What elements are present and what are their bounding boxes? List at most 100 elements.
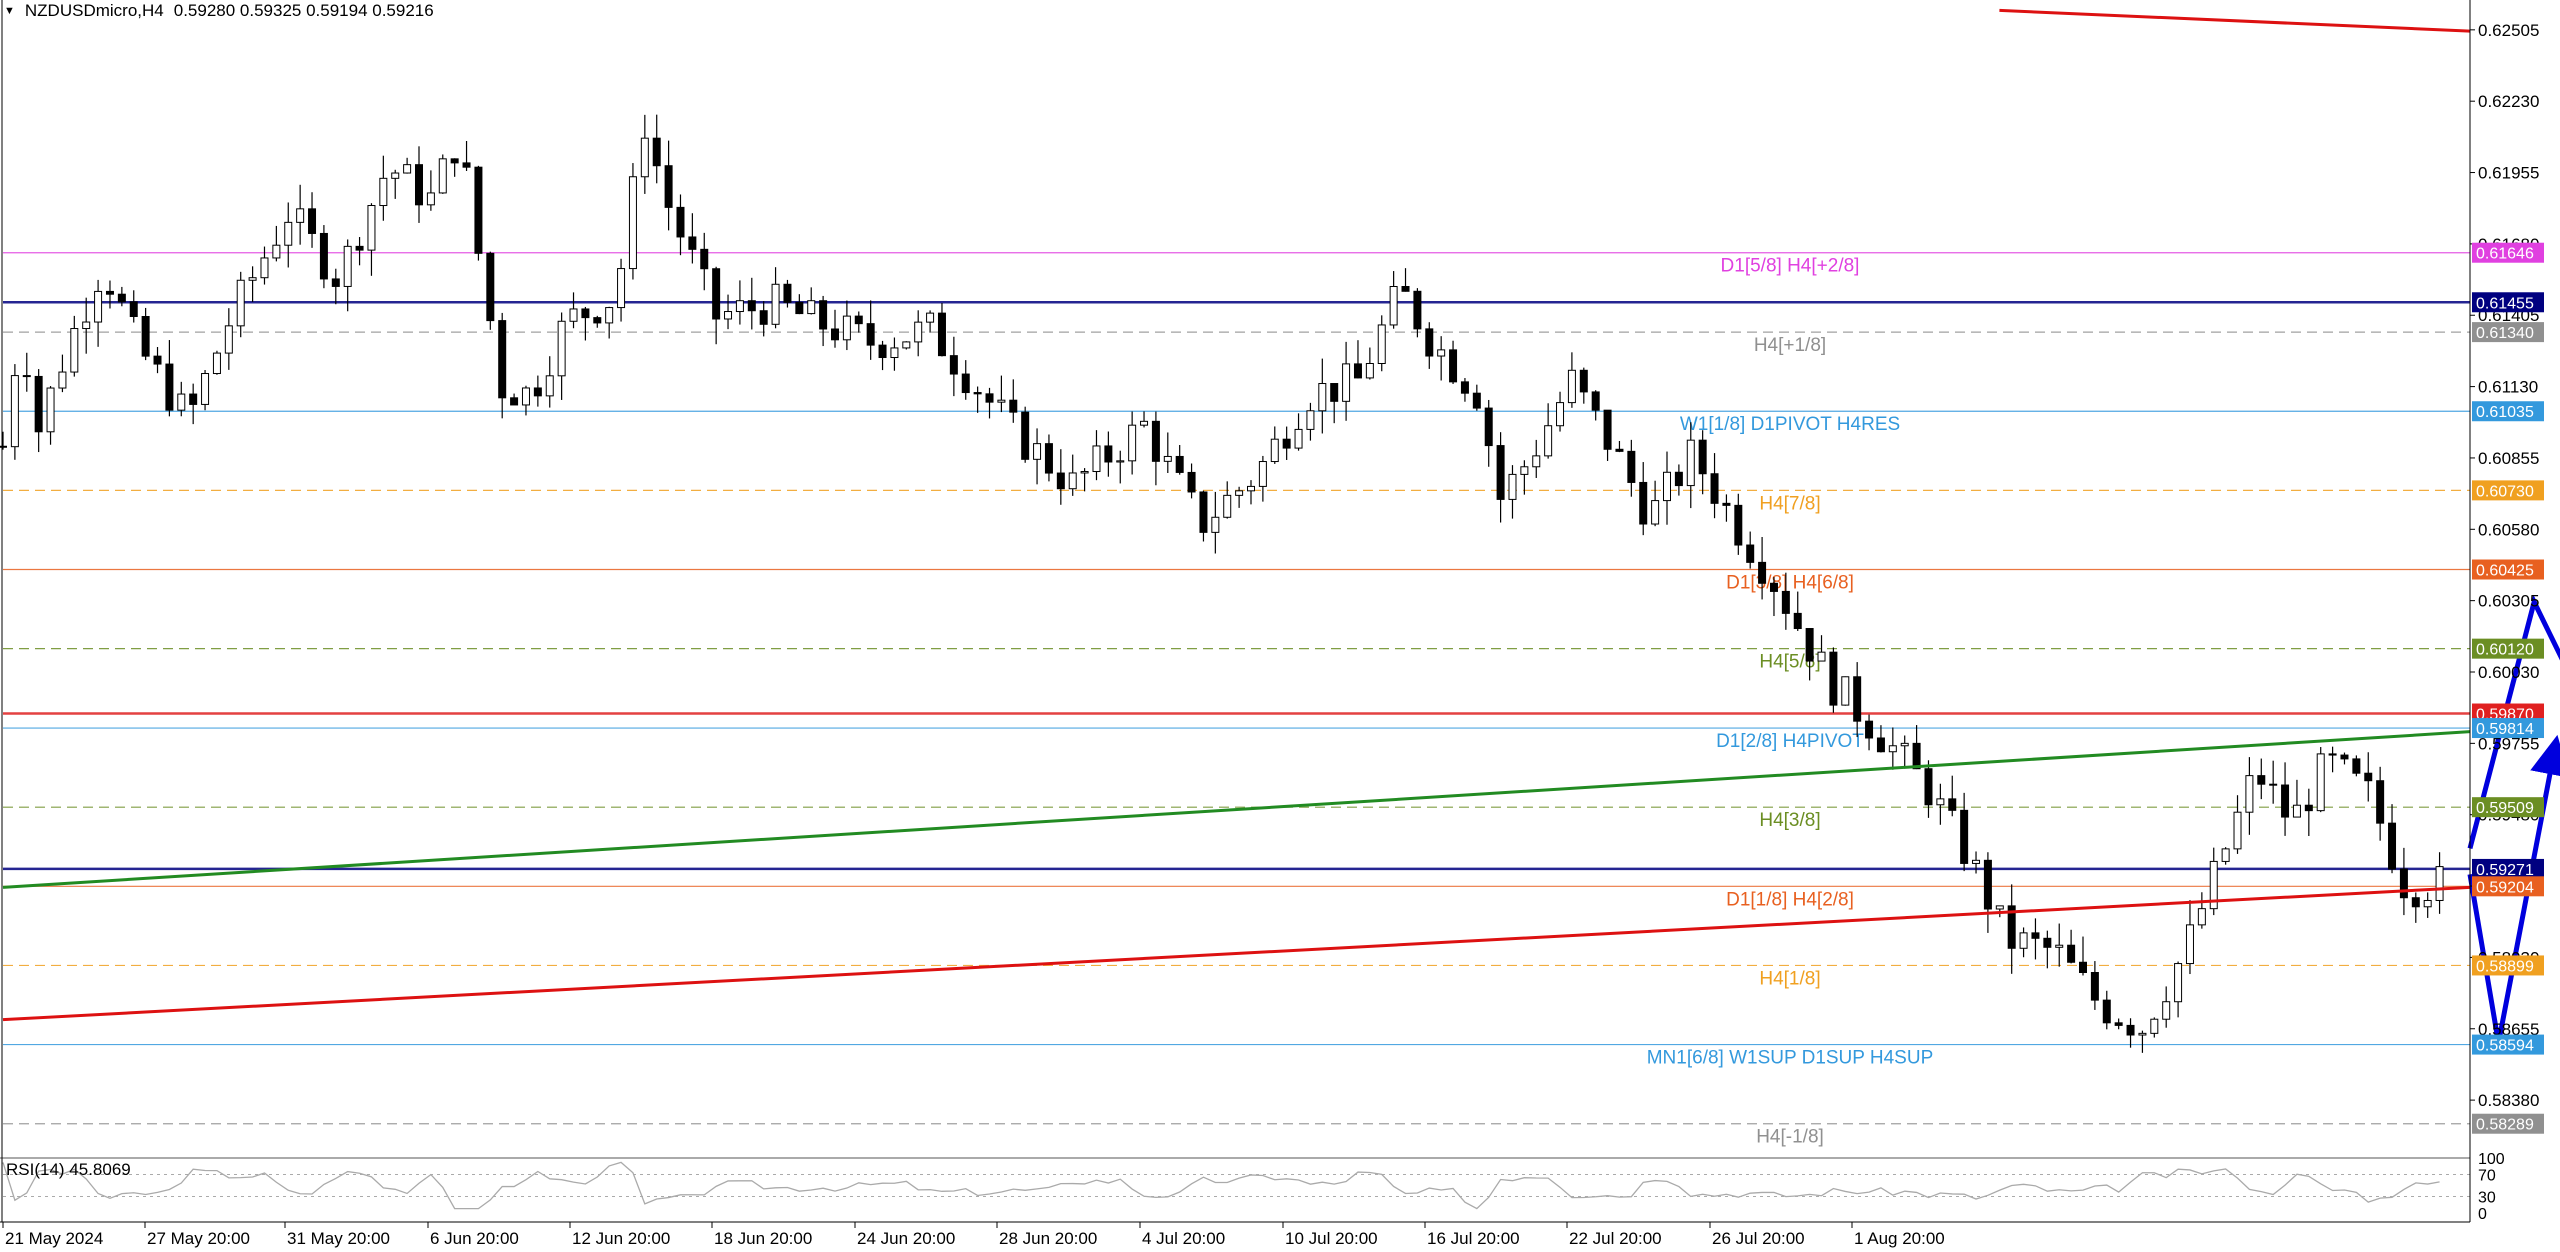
candle-bull [212, 352, 221, 375]
level-label: H4[+1/8] [1754, 335, 1826, 356]
candle-bear [486, 252, 495, 322]
candle-bull [1662, 471, 1671, 502]
candle-bear [2007, 905, 2016, 949]
level-label: H4[1/8] [1759, 968, 1820, 989]
candle-bear [2078, 961, 2087, 974]
time-tick-label: 4 Jul 20:00 [1142, 1229, 1225, 1248]
candle-bull [1377, 324, 1386, 364]
rsi-scale-label: 0 [2478, 1206, 2487, 1223]
candle-bull [2423, 899, 2432, 908]
candle-bull [1567, 369, 1576, 404]
candle-bear [1425, 328, 1434, 357]
price-tag-box [2472, 401, 2544, 422]
candle-bull [58, 371, 67, 389]
candle-bull [248, 277, 257, 281]
candle-bull [1223, 494, 1232, 518]
price-tick-label: 0.58655 [2478, 1020, 2539, 1039]
candle-bull [2435, 866, 2444, 901]
price-tick-label: 0.60305 [2478, 592, 2539, 611]
candle-bear [2257, 775, 2266, 785]
price-tag-box [2472, 322, 2544, 343]
candle-bear [1282, 438, 1291, 449]
candle-bull [1140, 420, 1149, 426]
candle-bull [343, 245, 352, 287]
level-label: H4[3/8] [1759, 810, 1820, 831]
candle-bear [937, 312, 946, 357]
candle-bear [1983, 859, 1992, 910]
candle-bear [759, 310, 768, 325]
candle-bear [2281, 784, 2290, 818]
candle-bull [1888, 745, 1897, 753]
candle-bull [1211, 516, 1220, 533]
price-tick-label: 0.62505 [2478, 21, 2539, 40]
candle-bull [46, 387, 55, 433]
price-tag-box [2472, 292, 2544, 313]
candle-bear [2304, 804, 2313, 812]
candle-bear [105, 290, 114, 295]
price-tag-box [2472, 1034, 2544, 1055]
candle-bull [1342, 363, 1351, 402]
candle-bear [819, 300, 828, 330]
candle-bear [1793, 612, 1802, 630]
candle-bear [1056, 472, 1065, 490]
candle-bear [700, 248, 709, 270]
rsi-label: RSI(14) 45.8069 [6, 1160, 131, 1179]
candle-bull [2174, 963, 2183, 1003]
candle-bear [165, 363, 174, 411]
price-tag-text: 0.60425 [2476, 563, 2534, 580]
candle-bear [652, 137, 661, 167]
price-tag-text: 0.60120 [2476, 642, 2534, 659]
candle-bull [902, 341, 911, 349]
candle-bear [1948, 798, 1957, 811]
price-tick-label: 0.61130 [2478, 378, 2538, 397]
candle-bear [474, 166, 483, 254]
candle-bull [438, 158, 447, 194]
candle-bull [914, 321, 923, 343]
candle-bear [1591, 391, 1600, 411]
candle-bear [1401, 286, 1410, 292]
candle-bear [961, 373, 970, 394]
candle-bear [1104, 445, 1113, 463]
candle-bull [1900, 742, 1909, 747]
candle-bear [22, 375, 31, 378]
candle-bull [1841, 676, 1850, 706]
candle-bear [712, 268, 721, 320]
time-tick-label: 26 Jul 20:00 [1712, 1229, 1805, 1248]
candle-bear [1044, 443, 1053, 474]
candle-bull [545, 375, 554, 397]
candle-bear [1579, 369, 1588, 393]
candle-bull [2197, 908, 2206, 926]
candle-bear [1769, 582, 1778, 592]
price-tag-text: 0.59814 [2476, 721, 2534, 738]
candle-bull [272, 244, 281, 259]
candle-bull [2162, 1001, 2171, 1020]
candle-bull [640, 137, 649, 178]
ohlc-values: 0.59280 0.59325 0.59194 0.59216 [173, 1, 434, 20]
price-tag-box [2472, 955, 2544, 976]
candle-bull [70, 328, 79, 373]
candle-bear [2269, 783, 2278, 786]
price-tag-box [2472, 480, 2544, 501]
candle-bull [10, 375, 19, 448]
time-tick-label: 16 Jul 20:00 [1427, 1229, 1520, 1248]
candle-bull [1068, 472, 1077, 490]
candle-bear [414, 164, 423, 206]
candle-bull [1163, 455, 1172, 462]
candle-bear [1460, 381, 1469, 394]
candle-bear [510, 397, 519, 406]
candle-bear [498, 320, 507, 399]
candle-bear [355, 245, 364, 251]
candle-bull [2185, 924, 2194, 965]
candle-bull [177, 393, 186, 411]
candle-bull [2292, 804, 2301, 818]
candle-bull [426, 192, 435, 206]
candle-bull [2150, 1018, 2159, 1034]
candle-bear [688, 236, 697, 250]
candle-bear [0, 445, 7, 448]
trendlines [2, 8, 2471, 1022]
candle-bull [1817, 651, 1826, 662]
candle-bear [973, 392, 982, 395]
collapse-triangle-icon[interactable]: ▼ [4, 5, 15, 17]
